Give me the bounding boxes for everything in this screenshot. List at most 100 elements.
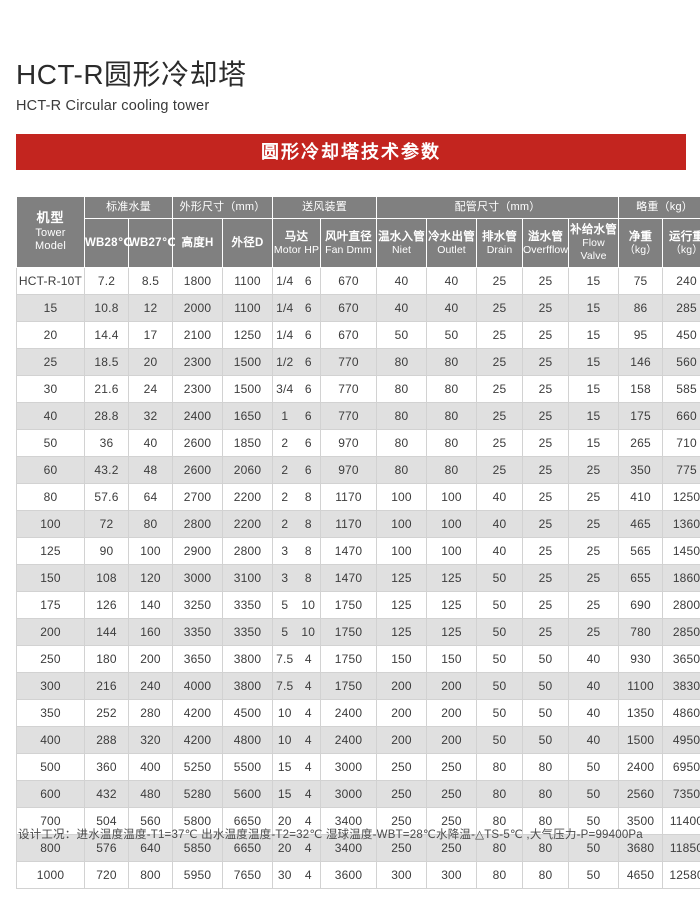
cell-wb27: 24 — [128, 375, 173, 403]
cell-motor-hp-value: 7.5 — [276, 652, 294, 666]
col-header-net-weight: 净重 （kg） — [618, 218, 664, 268]
cell-height: 5250 — [172, 753, 223, 781]
col-header-inlet: 温水入管 Niet — [376, 218, 427, 268]
cell-wb27: 800 — [128, 861, 173, 889]
cell-wb27: 64 — [128, 483, 173, 511]
cell-overflow: 50 — [522, 645, 569, 673]
col-header-model: 机型 Tower Model — [16, 196, 85, 268]
cell-flow-valve: 40 — [567, 645, 620, 673]
cell-fan-dmm: 3000 — [320, 780, 377, 808]
table-row: 150 108 120 3000 3100 3 8 1470 125 125 50 25 25 655 18… — [16, 564, 700, 592]
cell-net-weight: 780 — [618, 618, 664, 646]
col-header-flow-valve-en: Flow Valve — [580, 237, 607, 262]
table-row: 300 216 240 4000 3800 7.5 4 1750 200 200 50 50 40 110… — [16, 672, 700, 700]
cell-overflow: 25 — [522, 564, 569, 592]
cell-outlet: 125 — [426, 591, 477, 619]
cell-fan-dmm: 670 — [320, 294, 377, 322]
cell-flow-valve: 15 — [567, 267, 620, 295]
cell-run-weight: 1360 — [662, 510, 700, 538]
cell-run-weight: 710 — [662, 429, 700, 457]
cell-height: 3350 — [172, 618, 223, 646]
cell-diameter: 2800 — [222, 537, 273, 565]
cell-wb28: 28.8 — [84, 402, 129, 430]
cell-height: 5280 — [172, 780, 223, 808]
cell-motor-hp: 10 4 — [272, 699, 321, 727]
cell-motor-poles-value: 4 — [304, 841, 312, 855]
table-row: 5036402600185026970808025251526571056 — [16, 429, 700, 457]
cell-model: 200 — [16, 618, 85, 646]
cell-wb28: 126 — [84, 591, 129, 619]
cell-diameter: 1500 — [222, 375, 273, 403]
table-row: 125 90 100 2900 2800 3 8 1470 100 100 40 25 25 565 145… — [16, 537, 700, 565]
cell-overflow: 80 — [522, 807, 569, 835]
title-block: HCT-R圆形冷却塔 HCT-R Circular cooling tower — [16, 58, 676, 114]
cell-inlet: 200 — [376, 699, 427, 727]
cell-wb28: 7.2 — [84, 267, 129, 295]
cell-run-weight: 11850 — [662, 834, 700, 862]
cell-model: 600 — [16, 780, 85, 808]
cell-overflow: 25 — [522, 456, 569, 484]
cell-overflow: 25 — [522, 537, 569, 565]
cell-flow-valve: 25 — [567, 591, 620, 619]
cell-wb27: 400 — [128, 753, 173, 781]
cell-fan-dmm: 770 — [320, 402, 377, 430]
cell-motor-hp-value: 3/4 — [276, 382, 294, 396]
cell-motor-hp-value: 10 — [277, 733, 292, 747]
cell-flow-valve: 25 — [567, 456, 620, 484]
cell-inlet: 200 — [376, 726, 427, 754]
cell-motor-hp-value: 5 — [281, 598, 289, 612]
cell-motor-poles-value: 6 — [304, 409, 312, 423]
col-header-wb28: WB28℃ — [84, 218, 132, 268]
cell-motor-poles-value: 8 — [304, 544, 312, 558]
table-row: 500 360 400 5250 5500 15 4 3000 250 250 80 80 50 2400… — [16, 753, 700, 781]
cell-inlet: 80 — [376, 429, 427, 457]
col-header-inlet-cn: 温水入管 — [378, 230, 425, 243]
cell-run-weight: 1250 — [662, 483, 700, 511]
cell-motor-poles-value: 6 — [304, 328, 312, 342]
cell-height: 1800 — [172, 267, 223, 295]
cell-height: 3650 — [172, 645, 223, 673]
cell-outlet: 100 — [426, 483, 477, 511]
cell-overflow: 25 — [522, 321, 569, 349]
cell-motor-poles-value: 4 — [304, 814, 312, 828]
table-row: 175 126 140 3250 3350 5 10 1750 125 125 50 25 25 690 2… — [16, 591, 700, 619]
col-header-wb28-cn: WB28℃ — [85, 236, 132, 249]
cell-fan-dmm: 3400 — [320, 834, 377, 862]
cell-motor-hp: 15 4 — [272, 753, 321, 781]
cell-model: 60 — [16, 456, 85, 484]
cell-wb27: 100 — [128, 537, 173, 565]
cell-net-weight: 4650 — [618, 861, 664, 889]
section-banner: 圆形冷却塔技术参数 — [16, 134, 686, 170]
cell-fan-dmm: 970 — [320, 456, 377, 484]
cell-inlet: 250 — [376, 807, 427, 835]
cell-outlet: 100 — [426, 510, 477, 538]
cell-drain: 25 — [476, 402, 523, 430]
cell-flow-valve: 50 — [567, 834, 620, 862]
cell-wb28: 18.5 — [84, 348, 129, 376]
group-header-weight: 略重（kg） — [618, 196, 700, 219]
col-header-flow-valve: 补给水管 Flow Valve — [567, 218, 620, 268]
cell-outlet: 200 — [426, 672, 477, 700]
table-row: 2518.520230015001/2677080802525151465605… — [16, 348, 700, 376]
cell-height: 4000 — [172, 672, 223, 700]
cell-motor-hp-value: 1/4 — [276, 301, 294, 315]
cell-inlet: 80 — [376, 375, 427, 403]
cell-fan-dmm: 2400 — [320, 726, 377, 754]
cell-model: 15 — [16, 294, 85, 322]
cell-net-weight: 146 — [618, 348, 664, 376]
cell-net-weight: 3680 — [618, 834, 664, 862]
cell-wb27: 12 — [128, 294, 173, 322]
cell-run-weight: 3830 — [662, 672, 700, 700]
cell-drain: 40 — [476, 483, 523, 511]
table-row: 80 57.6 64 2700 2200 2 8 1170 100 100 40 25 25 410 125… — [16, 483, 700, 511]
group-header-pipe-size: 配管尺寸（mm） — [375, 196, 620, 219]
cell-run-weight: 2850 — [662, 618, 700, 646]
cell-diameter: 6650 — [222, 834, 273, 862]
table-row: 700 504 560 5800 6650 20 4 3400 250 250 80 80 50 3500… — [16, 807, 700, 835]
cell-flow-valve: 15 — [567, 321, 620, 349]
cell-diameter: 1850 — [222, 429, 273, 457]
cell-wb28: 108 — [84, 564, 129, 592]
cell-inlet: 250 — [376, 834, 427, 862]
